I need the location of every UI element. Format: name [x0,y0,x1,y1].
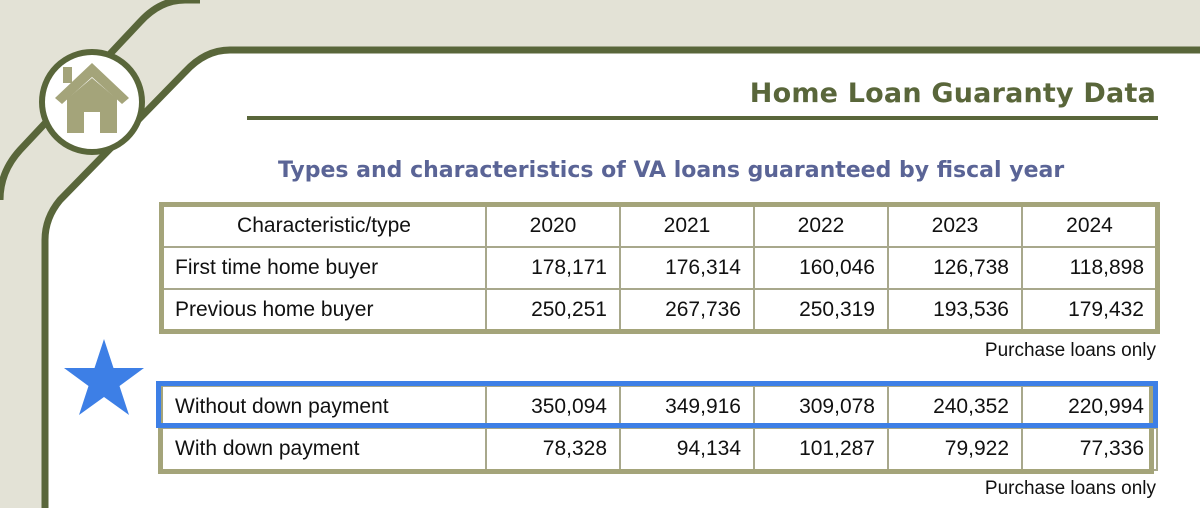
table-row: Without down payment 350,094 349,916 309… [161,385,1158,429]
table-row: With down payment 78,328 94,134 101,287 … [161,427,1158,471]
table-cell: 309,078 [753,385,889,429]
table-row: Previous home buyer 250,251 267,736 250,… [161,288,1158,332]
table-cell: 250,251 [485,288,621,332]
page-title: Home Loan Guaranty Data [749,78,1156,109]
row-label: Previous home buyer [161,288,487,332]
column-header: 2023 [887,204,1023,248]
table-cell: 267,736 [619,288,755,332]
column-header: 2024 [1021,204,1158,248]
table-cell: 79,922 [887,427,1023,471]
column-header: Characteristic/type [161,204,487,248]
table-cell: 349,916 [619,385,755,429]
row-label: Without down payment [161,385,487,429]
table-row: First time home buyer 178,171 176,314 16… [161,246,1158,290]
table-footnote: Purchase loans only [984,340,1156,361]
table-header-row: Characteristic/type 2020 2021 2022 2023 … [161,204,1158,248]
table-cell: 94,134 [619,427,755,471]
table-cell: 240,352 [887,385,1023,429]
table-cell: 176,314 [619,246,755,290]
loans-by-buyer-table: Characteristic/type 2020 2021 2022 2023 … [159,202,1160,334]
table-cell: 220,994 [1021,385,1158,429]
table-cell: 350,094 [485,385,621,429]
column-header: 2022 [753,204,889,248]
loans-by-down-payment-table: Without down payment 350,094 349,916 309… [161,385,1158,471]
table-cell: 101,287 [753,427,889,471]
row-label: With down payment [161,427,487,471]
table-cell: 78,328 [485,427,621,471]
table-cell: 160,046 [753,246,889,290]
table-cell: 179,432 [1021,288,1158,332]
table-cell: 118,898 [1021,246,1158,290]
column-header: 2021 [619,204,755,248]
title-divider [247,116,1158,120]
table-cell: 126,738 [887,246,1023,290]
table-cell: 77,336 [1021,427,1158,471]
column-header: 2020 [485,204,621,248]
star-icon [64,339,144,415]
table-caption: Types and characteristics of VA loans gu… [278,158,1065,183]
table-cell: 193,536 [887,288,1023,332]
table-cell: 250,319 [753,288,889,332]
table-footnote: Purchase loans only [984,478,1156,499]
table-cell: 178,171 [485,246,621,290]
row-label: First time home buyer [161,246,487,290]
